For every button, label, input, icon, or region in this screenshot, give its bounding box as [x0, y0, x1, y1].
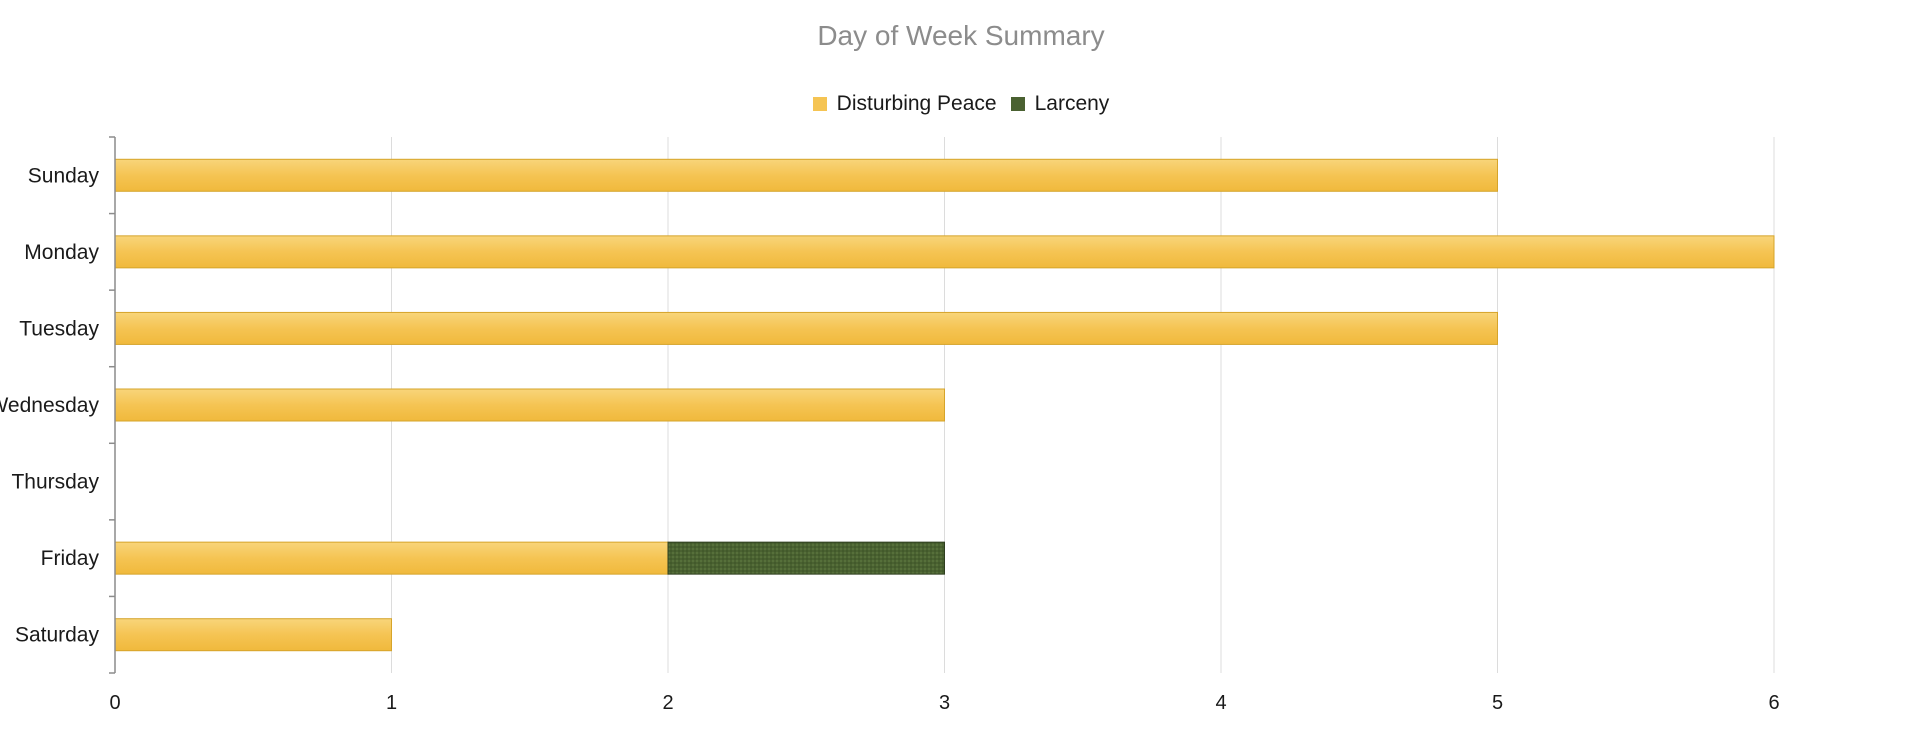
x-tick-label-5: 5 — [1492, 692, 1503, 714]
x-tick-label-3: 3 — [939, 692, 950, 714]
legend-item-larceny[interactable]: Larceny — [1010, 92, 1110, 116]
x-tick-label-4: 4 — [1215, 692, 1226, 714]
x-tick-label-6: 6 — [1768, 692, 1779, 714]
axes: 0 1 2 3 4 5 6 Sunday Monday Tuesday Wednesday Thurs… — [0, 136, 1780, 714]
legend-item-disturbing-peace[interactable]: Disturbing Peace — [812, 92, 997, 116]
bar-wednesday-disturbing-peace — [114, 388, 945, 422]
x-tick-label-0: 0 — [109, 692, 120, 714]
legend: Disturbing Peace Larceny — [0, 92, 1922, 116]
y-tick-label-sunday: Sunday — [28, 164, 100, 187]
legend-label-larceny: Larceny — [1034, 92, 1110, 115]
y-tick-label-friday: Friday — [41, 547, 100, 570]
x-tick-label-2: 2 — [662, 692, 673, 714]
bar-sunday-disturbing-peace — [114, 158, 1498, 192]
legend-swatch-larceny — [1010, 97, 1025, 111]
chart-title: Day of Week Summary — [817, 20, 1105, 51]
bar-saturday-disturbing-peace — [114, 618, 392, 652]
y-tick-label-monday: Monday — [24, 241, 99, 264]
y-tick-label-tuesday: Tuesday — [19, 317, 99, 340]
y-tick-label-wednesday: Wednesday — [0, 394, 99, 417]
y-tick-label-saturday: Saturday — [15, 624, 100, 647]
x-tick-label-1: 1 — [386, 692, 397, 714]
legend-label-disturbing-peace: Disturbing Peace — [836, 92, 997, 115]
y-tick-label-thursday: Thursday — [11, 471, 99, 494]
bar-friday-larceny — [667, 541, 945, 575]
legend-swatch-disturbing-peace — [812, 97, 827, 111]
bar-monday-disturbing-peace — [114, 235, 1775, 269]
bar-tuesday-disturbing-peace — [114, 311, 1498, 345]
bars — [114, 158, 1775, 652]
bar-friday-disturbing-peace — [114, 541, 669, 575]
